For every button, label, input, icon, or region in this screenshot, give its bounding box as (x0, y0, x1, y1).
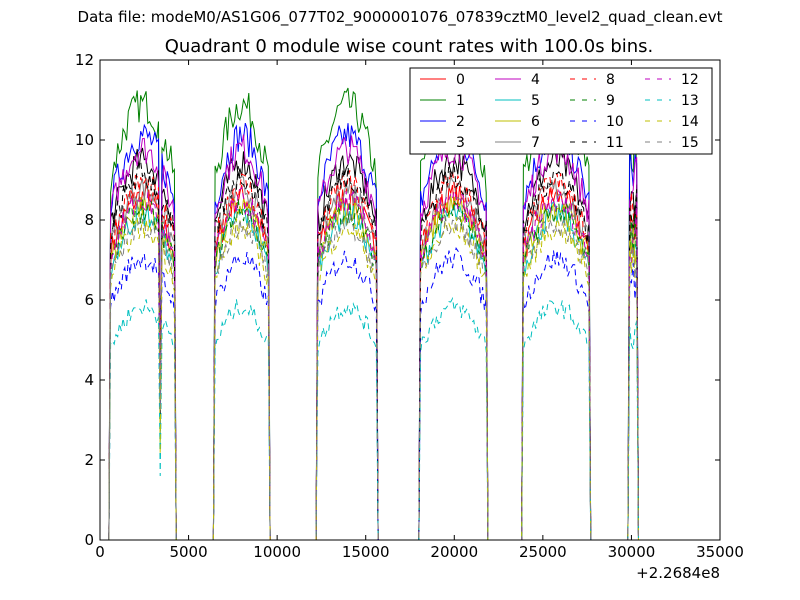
chart-title: Quadrant 0 module wise count rates with … (164, 36, 654, 57)
legend-label-12: 12 (681, 72, 699, 88)
series-line-9 (100, 198, 641, 541)
x-tick-label: 5000 (169, 543, 207, 561)
legend-box (409, 67, 713, 155)
y-tick-label: 8 (84, 211, 94, 229)
y-tick-label: 0 (84, 531, 94, 549)
series-line-13 (100, 296, 641, 541)
x-tick-label: 20000 (430, 543, 478, 561)
x-offset-label: +2.2684e8 (636, 564, 720, 582)
legend-label-4: 4 (531, 72, 540, 88)
series-line-14 (100, 216, 641, 541)
data-file-supertitle: Data file: modeM0/AS1G06_077T02_90000010… (77, 8, 723, 26)
series-line-5 (100, 201, 641, 541)
y-tick-label: 12 (75, 51, 94, 69)
legend-label-13: 13 (681, 93, 699, 109)
axis-layer: 0 5000 10000 15000 20000 25000 30000 35000 0 2 4 6 8… (75, 51, 744, 561)
x-tick-label: 30000 (608, 543, 656, 561)
series-line-1 (100, 87, 641, 541)
legend-label-1: 1 (456, 93, 465, 109)
y-tick-label: 10 (75, 131, 94, 149)
legend-label-8: 8 (606, 72, 615, 88)
x-tick-label: 35000 (696, 543, 744, 561)
series-line-15 (100, 211, 641, 541)
legend-label-14: 14 (681, 114, 699, 130)
x-tick-label: 25000 (519, 543, 567, 561)
series-line-8 (100, 169, 641, 541)
series-layer (100, 87, 641, 541)
legend-label-0: 0 (456, 72, 465, 88)
series-line-10 (100, 246, 641, 541)
legend-label-7: 7 (531, 135, 540, 151)
x-tick-label: 10000 (253, 543, 301, 561)
legend-label-11: 11 (606, 135, 624, 151)
y-tick-label: 6 (84, 291, 94, 309)
legend-label-5: 5 (531, 93, 540, 109)
y-tick-label: 2 (84, 451, 94, 469)
legend-label-6: 6 (531, 114, 540, 130)
legend-label-15: 15 (681, 135, 699, 151)
legend-label-9: 9 (606, 93, 615, 109)
x-tick-label: 0 (95, 543, 105, 561)
legend-label-2: 2 (456, 114, 465, 130)
x-tick-label: 15000 (342, 543, 390, 561)
series-line-11 (100, 160, 641, 541)
series-line-4 (100, 134, 641, 541)
series-line-12 (100, 186, 641, 541)
legend-label-10: 10 (606, 114, 624, 130)
legend-label-3: 3 (456, 135, 465, 151)
y-tick-label: 4 (84, 371, 94, 389)
